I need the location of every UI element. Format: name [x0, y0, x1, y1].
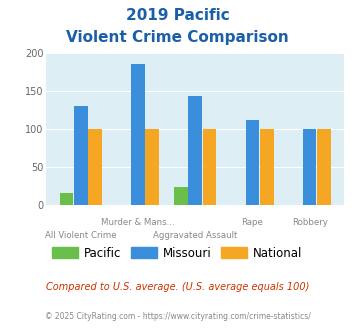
- Text: Violent Crime Comparison: Violent Crime Comparison: [66, 30, 289, 45]
- Text: © 2025 CityRating.com - https://www.cityrating.com/crime-statistics/: © 2025 CityRating.com - https://www.city…: [45, 312, 310, 321]
- Bar: [88, 129, 102, 205]
- Text: 2019 Pacific: 2019 Pacific: [126, 8, 229, 23]
- Text: Aggravated Assault: Aggravated Assault: [153, 231, 237, 240]
- Bar: [189, 96, 202, 205]
- Bar: [203, 129, 217, 205]
- Bar: [131, 64, 145, 205]
- Text: Murder & Mans...: Murder & Mans...: [101, 218, 175, 227]
- Bar: [174, 187, 188, 205]
- Text: Robbery: Robbery: [292, 218, 328, 227]
- Bar: [246, 119, 259, 205]
- Bar: [317, 129, 331, 205]
- Text: Compared to U.S. average. (U.S. average equals 100): Compared to U.S. average. (U.S. average …: [46, 282, 309, 292]
- Legend: Pacific, Missouri, National: Pacific, Missouri, National: [48, 242, 307, 264]
- Text: Rape: Rape: [241, 218, 263, 227]
- Bar: [146, 129, 159, 205]
- Bar: [60, 193, 73, 205]
- Bar: [303, 129, 317, 205]
- Text: All Violent Crime: All Violent Crime: [45, 231, 117, 240]
- Bar: [74, 106, 88, 205]
- Bar: [260, 129, 274, 205]
